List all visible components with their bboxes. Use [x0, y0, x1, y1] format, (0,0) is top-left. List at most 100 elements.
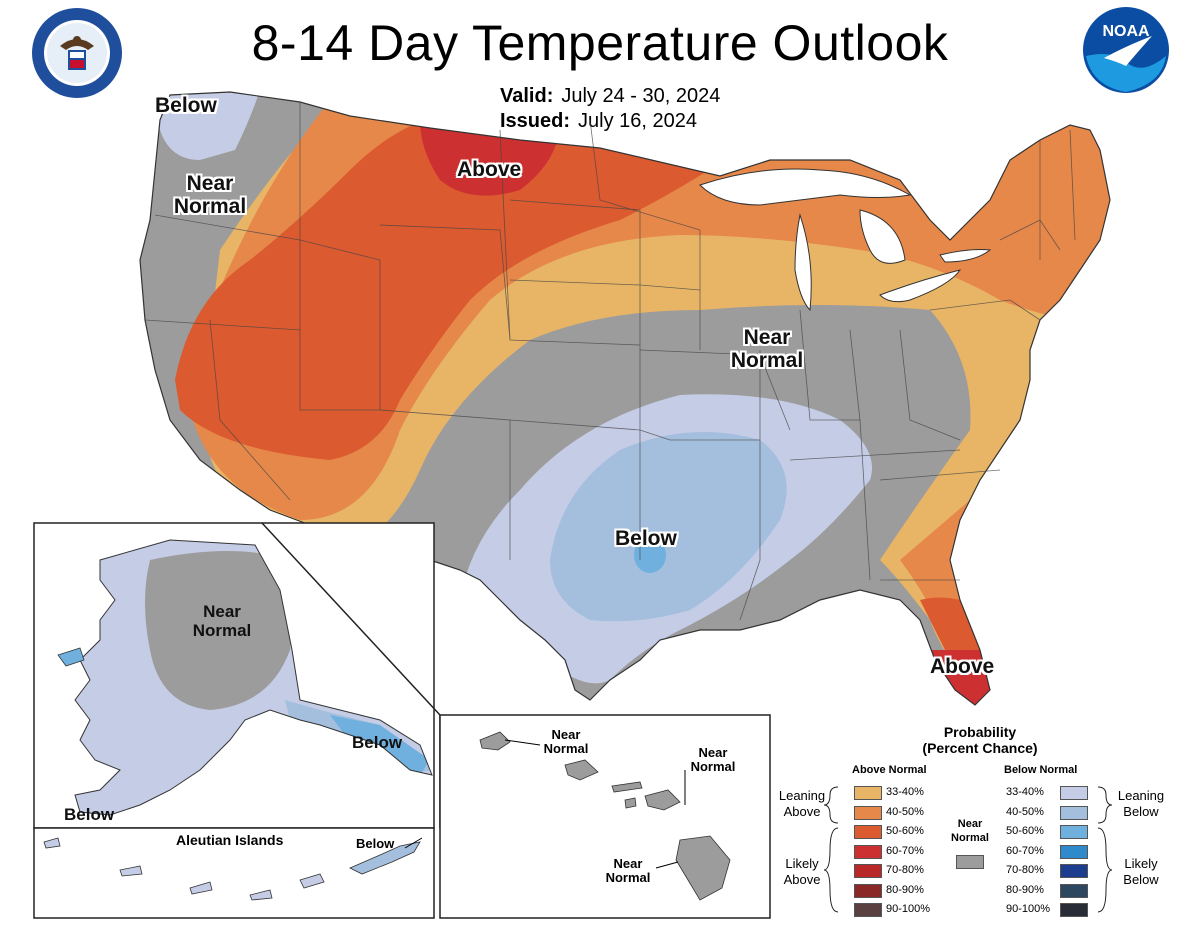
label-below-south: Below: [615, 527, 677, 550]
legend-above-swatch: [854, 903, 882, 917]
legend-below-label: 70-80%: [1006, 864, 1044, 876]
label-line: Normal: [543, 741, 589, 757]
label-line: Normal: [690, 759, 736, 775]
below-50-60-region: [634, 537, 666, 573]
legend-above-normal-heading: Above Normal: [852, 764, 927, 776]
state-line: [789, 449, 961, 461]
lanai-island: [624, 797, 637, 809]
state-line: [299, 330, 380, 411]
label-line: Near: [743, 326, 791, 349]
state-line: [209, 319, 291, 501]
label-hawaii-near-normal-2: Near Normal: [685, 745, 741, 775]
legend-text: Likely: [785, 856, 819, 871]
label-below-northwest: Below: [155, 94, 217, 117]
legend-text: Above: [783, 803, 821, 819]
lake-ontario: [939, 249, 992, 263]
issued-date: Issued: July 16, 2024: [500, 110, 697, 133]
conus-outline: [139, 91, 1111, 706]
kauai-island: [479, 731, 511, 751]
lake-michigan: [794, 213, 812, 312]
legend-above-swatch: [854, 806, 882, 820]
legend-near-normal-swatch: [956, 855, 984, 869]
legend-leaning-above: Leaning Above: [772, 788, 832, 819]
legend-below-swatch: [1060, 806, 1088, 820]
state-line: [499, 129, 641, 346]
brace-likely-above: [823, 827, 839, 913]
lake-erie: [879, 269, 962, 303]
label-near-normal-northwest: Near Normal: [165, 172, 255, 218]
legend-text: Above: [783, 871, 821, 887]
label-line: Near: [698, 745, 728, 760]
label-alaska-below-southwest: Below: [64, 805, 115, 824]
legend-above-label: 90-100%: [886, 903, 931, 915]
legend-below-label: 50-60%: [1006, 825, 1044, 837]
state-line: [509, 279, 701, 291]
legend-above-label: 40-50%: [886, 806, 924, 818]
noaa-logo: NOAA: [1083, 7, 1169, 93]
legend-below-swatch: [1060, 786, 1088, 800]
label-line: Normal: [192, 620, 252, 640]
label-line: Normal: [173, 195, 247, 219]
legend-title-line2: (Percent Chance): [922, 740, 1038, 757]
page-title: 8-14 Day Temperature Outlook: [251, 15, 949, 71]
state-line: [879, 469, 1001, 481]
state-line: [589, 119, 701, 231]
label-line: Near: [203, 602, 241, 621]
legend-below-label: 60-70%: [1006, 845, 1044, 857]
legend-above-label: 80-90%: [886, 884, 924, 896]
alaska-outline: [74, 539, 433, 816]
legend-text: Leaning: [778, 788, 826, 803]
aleutian-inset-frame: [33, 827, 435, 919]
legend-leaning-below: Leaning Below: [1110, 788, 1172, 819]
legend-below-normal-heading: Below Normal: [1004, 764, 1078, 776]
legend-below-label: 40-50%: [1006, 806, 1044, 818]
below-40-50-region: [550, 432, 787, 622]
legend-above-label: 50-60%: [886, 825, 924, 837]
state-line: [799, 309, 871, 581]
state-line: [899, 329, 961, 441]
legend-below-swatch: [1060, 825, 1088, 839]
issued-label: Issued:: [500, 110, 571, 132]
legend-below-label: 90-100%: [1006, 903, 1051, 915]
legend-text: Leaning: [1117, 788, 1165, 803]
label-alaska-near-normal: Near Normal: [180, 602, 264, 640]
state-line: [739, 350, 761, 621]
brace-likely-below: [1097, 827, 1113, 913]
label-line: Normal: [730, 349, 804, 373]
legend-above-swatch: [854, 845, 882, 859]
legend-near-line2: Normal: [951, 831, 989, 844]
hawaii-islands: [479, 731, 731, 901]
state-boundaries: [144, 102, 1076, 621]
label-aleutian-below: Below: [356, 836, 395, 851]
alaska-near-normal-region: [145, 551, 291, 710]
label-alaska-below-southeast: Below: [352, 733, 403, 752]
legend-below-swatch: [1060, 903, 1088, 917]
leader-line: [504, 739, 541, 746]
legend-below-swatch: [1060, 864, 1088, 878]
above-50-60-region: [175, 110, 740, 460]
brace-leaning-above: [823, 786, 839, 824]
valid-value: July 24 - 30, 2024: [561, 85, 721, 107]
lake-superior: [699, 168, 912, 206]
lake-huron: [859, 209, 906, 264]
state-line: [929, 299, 1041, 321]
molokai-island: [611, 781, 643, 793]
hawaii-big-island: [675, 835, 731, 901]
legend-above-label: 60-70%: [886, 845, 924, 857]
label-above-florida: Above: [930, 655, 995, 678]
state-line: [509, 199, 641, 560]
legend-title: Probability (Percent Chance): [880, 724, 1080, 756]
aleutian-leader-line: [404, 837, 423, 849]
legend-text: Below: [1123, 871, 1159, 887]
legend-below-label: 80-90%: [1006, 884, 1044, 896]
aleutian-island: [119, 865, 143, 877]
state-line: [1069, 129, 1076, 241]
hawaii-leader-lines: [504, 739, 686, 869]
legend-text: Likely: [1124, 856, 1158, 871]
label-above-north: Above: [457, 158, 522, 181]
oahu-island: [564, 759, 599, 781]
legend-above-swatch: [854, 864, 882, 878]
maui-island: [644, 789, 681, 811]
aleutian-island: [249, 889, 273, 901]
